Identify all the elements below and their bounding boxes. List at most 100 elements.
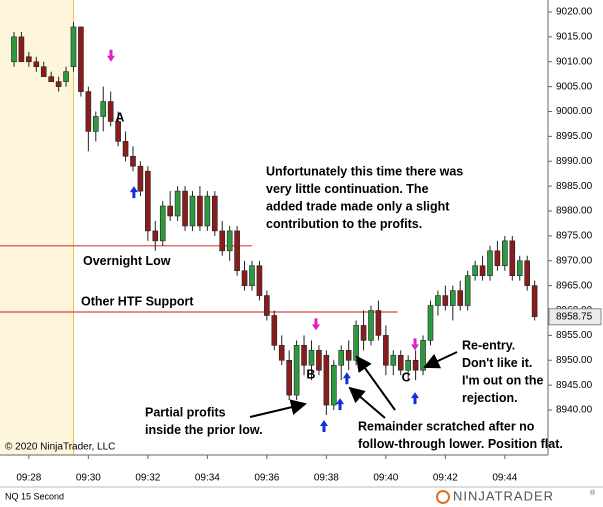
- candle-body: [516, 260, 523, 276]
- candle-body: [353, 325, 359, 361]
- candle-body: [479, 265, 486, 276]
- x-tick-label: 09:32: [135, 473, 160, 484]
- x-tick-label: 09:34: [195, 473, 220, 484]
- candle-body: [26, 56, 32, 63]
- annotation: inside the prior low.: [145, 423, 263, 437]
- candle-body: [18, 36, 25, 63]
- candle-body: [234, 230, 240, 272]
- logo-mark: ®: [590, 489, 596, 497]
- candle-body: [531, 285, 538, 318]
- candle-body: [137, 165, 144, 192]
- signal-arrow: [411, 392, 420, 405]
- candle-body: [115, 121, 121, 142]
- candle-body: [241, 270, 248, 286]
- annotation: Unfortunately this time there was: [266, 164, 463, 178]
- candle-body: [286, 359, 292, 396]
- candle-body: [226, 230, 233, 252]
- y-tick-label: 9000.00: [556, 106, 593, 117]
- y-tick-label: 8940.00: [556, 405, 593, 416]
- candle-body: [494, 250, 501, 267]
- candle-body: [397, 354, 404, 371]
- candle-body: [189, 195, 196, 227]
- y-tick-label: 8945.00: [556, 380, 593, 391]
- y-tick-label: 8965.00: [556, 280, 593, 291]
- candle-body: [375, 310, 382, 336]
- candle-body: [167, 205, 173, 217]
- annotation: contribution to the profits.: [266, 217, 422, 231]
- annotation: Don't like it.: [462, 356, 532, 370]
- logo-icon: [436, 490, 450, 504]
- y-tick-label: 9005.00: [556, 81, 593, 92]
- candle-body: [122, 141, 129, 157]
- candle-body: [48, 76, 54, 82]
- x-tick-label: 09:40: [373, 473, 398, 484]
- candle-body: [92, 116, 99, 132]
- annotation-arrow: [423, 351, 458, 369]
- candle-body: [11, 36, 17, 63]
- signal-arrow: [311, 318, 320, 331]
- signal-arrow: [411, 338, 420, 351]
- candle-body: [249, 265, 255, 286]
- candle-body: [464, 275, 471, 306]
- annotation: follow-through lower. Position flat.: [358, 437, 563, 451]
- candle-body: [204, 195, 211, 227]
- candle-body: [487, 250, 493, 276]
- candle-body: [293, 345, 300, 396]
- annotation-arrow: [249, 399, 307, 418]
- level-label: Other HTF Support: [81, 294, 194, 308]
- y-tick-label: 9015.00: [556, 32, 593, 43]
- x-tick-label: 09:44: [492, 473, 517, 484]
- x-tick-label: 09:42: [433, 473, 458, 484]
- price-tag: [548, 308, 602, 326]
- candle-body: [70, 26, 77, 68]
- candle-body: [435, 295, 441, 306]
- candle-body: [256, 265, 263, 296]
- y-tick-label: 8980.00: [556, 206, 593, 217]
- candle-body: [412, 359, 419, 371]
- y-tick-label: 8990.00: [556, 156, 593, 167]
- candle-body: [420, 340, 426, 371]
- x-tick-label: 09:38: [314, 473, 339, 484]
- candle-body: [449, 290, 456, 306]
- annotation: Re-entry.: [462, 338, 515, 352]
- candle-body: [383, 335, 389, 366]
- annotation: Remainder scratched after no: [358, 419, 535, 433]
- candle-body: [100, 101, 107, 117]
- x-tick-label: 09:30: [76, 473, 101, 484]
- point-label: C: [402, 370, 411, 384]
- candle-body: [211, 195, 218, 232]
- candle-body: [130, 155, 136, 167]
- price-tag-label: 8958.75: [556, 311, 593, 322]
- level-label: Overnight Low: [83, 254, 171, 268]
- signal-arrow: [106, 49, 115, 62]
- candle-body: [55, 81, 62, 87]
- x-tick-label: 09:36: [254, 473, 279, 484]
- y-tick-label: 8955.00: [556, 330, 593, 341]
- copyright: © 2020 NinjaTrader, LLC: [5, 442, 115, 453]
- candle-body: [145, 170, 151, 232]
- annotation: I'm out on the: [462, 373, 543, 387]
- candle-body: [271, 315, 278, 346]
- y-tick-label: 8995.00: [556, 131, 593, 142]
- candle-body: [457, 290, 464, 306]
- candle-body: [330, 364, 337, 406]
- candle-body: [182, 190, 188, 227]
- y-tick-label: 8985.00: [556, 181, 593, 192]
- instrument: NQ 15 Second: [5, 491, 64, 501]
- annotation: rejection.: [462, 391, 518, 405]
- y-tick-label: 8950.00: [556, 355, 593, 366]
- logo: NINJATRADER: [453, 488, 554, 503]
- signal-arrow: [129, 186, 138, 199]
- candle-body: [345, 350, 352, 361]
- candle-body: [174, 190, 181, 217]
- candle-body: [368, 310, 374, 341]
- candle-body: [472, 265, 478, 276]
- candle-body: [85, 91, 92, 132]
- candle-body: [427, 305, 434, 341]
- candle-body: [63, 71, 69, 82]
- candle-body: [338, 350, 345, 366]
- candle-body: [360, 325, 367, 341]
- signal-arrow: [342, 372, 351, 385]
- candle-body: [524, 260, 530, 286]
